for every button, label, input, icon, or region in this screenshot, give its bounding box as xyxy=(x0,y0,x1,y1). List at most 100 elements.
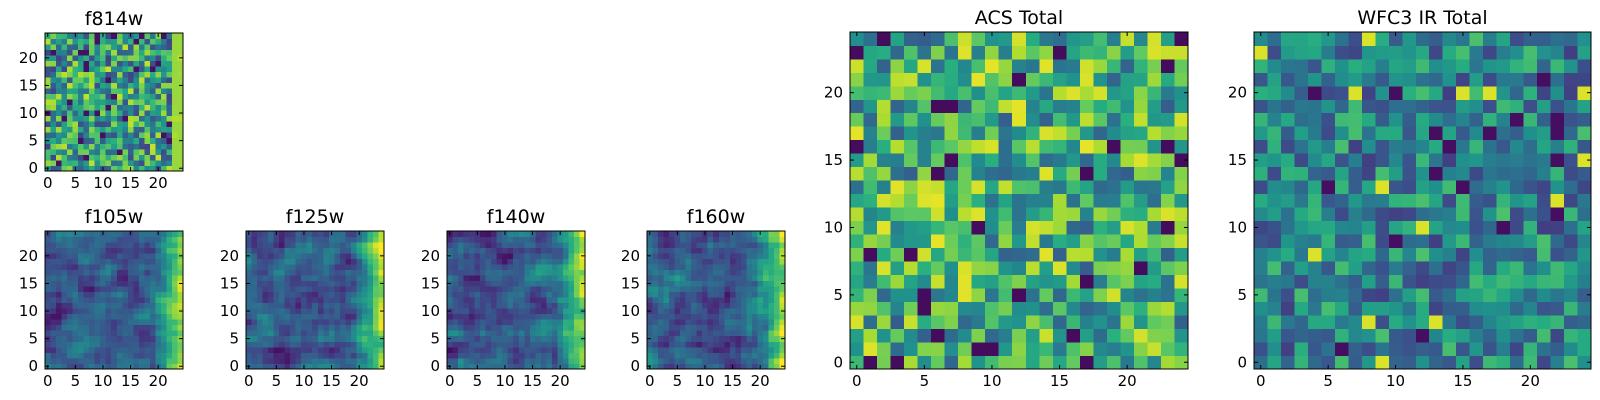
heatmap-cell xyxy=(985,207,1000,222)
heatmap-cell xyxy=(729,258,736,265)
heatmap-cell xyxy=(998,342,1013,356)
x-tick-label: 15 xyxy=(121,372,140,390)
heatmap-cell xyxy=(1174,153,1189,168)
heatmap-cell xyxy=(685,280,692,287)
heatmap-cell xyxy=(372,297,379,304)
heatmap-cell xyxy=(917,85,932,100)
heatmap-cell xyxy=(1429,166,1444,181)
heatmap-cell xyxy=(1052,247,1067,262)
heatmap-cell xyxy=(72,88,79,95)
x-tick-label: 5 xyxy=(1323,372,1333,390)
heatmap-cell xyxy=(306,335,313,342)
heatmap-cell xyxy=(284,324,291,331)
heatmap-cell xyxy=(127,121,134,128)
heatmap-cell xyxy=(166,313,173,320)
heatmap-cell xyxy=(268,313,274,320)
heatmap-cell xyxy=(100,38,107,45)
heatmap-cell xyxy=(177,104,184,111)
heatmap-cell xyxy=(944,45,959,60)
heatmap-cell xyxy=(691,330,698,337)
heatmap-cell xyxy=(1079,112,1094,127)
heatmap-cell xyxy=(105,253,112,259)
heatmap-cell xyxy=(1402,180,1417,195)
heatmap-cell xyxy=(1375,45,1390,60)
heatmap-cell xyxy=(652,236,659,243)
heatmap-cell xyxy=(1361,207,1376,222)
heatmap-cell xyxy=(496,330,503,337)
heatmap-cell xyxy=(707,269,714,276)
heatmap-cell xyxy=(160,324,167,331)
heatmap-cell xyxy=(1388,153,1403,168)
heatmap-cell xyxy=(273,258,280,265)
heatmap-cell xyxy=(166,363,173,370)
heatmap-cell xyxy=(452,297,459,304)
heatmap-cell xyxy=(1429,153,1444,168)
heatmap-cell xyxy=(904,112,918,127)
heatmap-cell xyxy=(268,242,274,248)
heatmap-cell xyxy=(540,236,547,243)
heatmap-cell xyxy=(122,88,129,95)
heatmap-cell xyxy=(1321,247,1336,262)
heatmap-cell xyxy=(458,275,464,282)
heatmap-cell xyxy=(127,352,134,359)
heatmap-cell xyxy=(155,330,162,337)
heatmap-cell xyxy=(1321,153,1336,168)
heatmap-cell xyxy=(757,275,764,282)
heatmap-cell xyxy=(773,308,780,315)
heatmap-cell xyxy=(1307,315,1322,329)
heatmap-cell xyxy=(100,264,107,270)
heatmap-cell xyxy=(1093,180,1108,195)
heatmap-cell xyxy=(45,60,51,67)
heatmap-cell xyxy=(1429,193,1444,208)
heatmap-cell xyxy=(480,247,486,254)
heatmap-cell xyxy=(1267,58,1282,73)
heatmap-cell xyxy=(1537,328,1551,343)
heatmap-cell xyxy=(61,143,68,150)
heatmap-cell xyxy=(155,93,162,100)
heatmap-cell xyxy=(1429,99,1444,114)
heatmap-cell xyxy=(1442,139,1457,154)
heatmap-cell xyxy=(105,77,112,84)
heatmap-cell xyxy=(958,315,973,329)
heatmap-cell xyxy=(502,275,509,282)
heatmap-cell xyxy=(111,236,118,243)
heatmap-cell xyxy=(61,269,68,276)
heatmap-cell xyxy=(562,291,569,298)
heatmap-cell xyxy=(83,247,90,254)
heatmap-cell xyxy=(458,286,464,293)
heatmap-cell xyxy=(458,236,464,243)
heatmap-cell xyxy=(931,261,945,275)
heatmap-cell xyxy=(323,330,330,337)
heatmap-cell xyxy=(513,346,520,353)
heatmap-cell xyxy=(116,38,123,45)
heatmap-cell xyxy=(89,33,96,39)
heatmap-cell xyxy=(1052,234,1067,249)
heatmap-cell xyxy=(757,291,764,298)
heatmap-cell xyxy=(1564,193,1578,208)
heatmap-cell xyxy=(72,121,79,128)
heatmap-cell xyxy=(45,352,51,359)
heatmap-cell xyxy=(1294,301,1309,316)
x-tick-label: 15 xyxy=(523,372,542,390)
heatmap-cell xyxy=(480,341,486,348)
heatmap-cell xyxy=(663,346,670,353)
heatmap-cell xyxy=(295,291,302,298)
heatmap-cell xyxy=(100,121,107,128)
heatmap-cell xyxy=(573,330,580,337)
heatmap-cell xyxy=(647,319,653,326)
heatmap-cell xyxy=(306,324,313,331)
heatmap-cell xyxy=(485,264,492,270)
heatmap-cell xyxy=(568,253,575,259)
heatmap-cell xyxy=(546,330,553,337)
heatmap-cell xyxy=(1577,207,1592,222)
heatmap-cell xyxy=(116,341,123,348)
heatmap-cell xyxy=(361,231,368,237)
heatmap-cell xyxy=(452,231,459,237)
heatmap-cell xyxy=(551,275,558,282)
heatmap-cell xyxy=(328,330,335,337)
heatmap-cell xyxy=(89,280,96,287)
heatmap-cell xyxy=(361,302,368,309)
heatmap-cell xyxy=(1254,261,1268,275)
heatmap-cell xyxy=(1523,45,1538,60)
heatmap-cell xyxy=(111,324,118,331)
